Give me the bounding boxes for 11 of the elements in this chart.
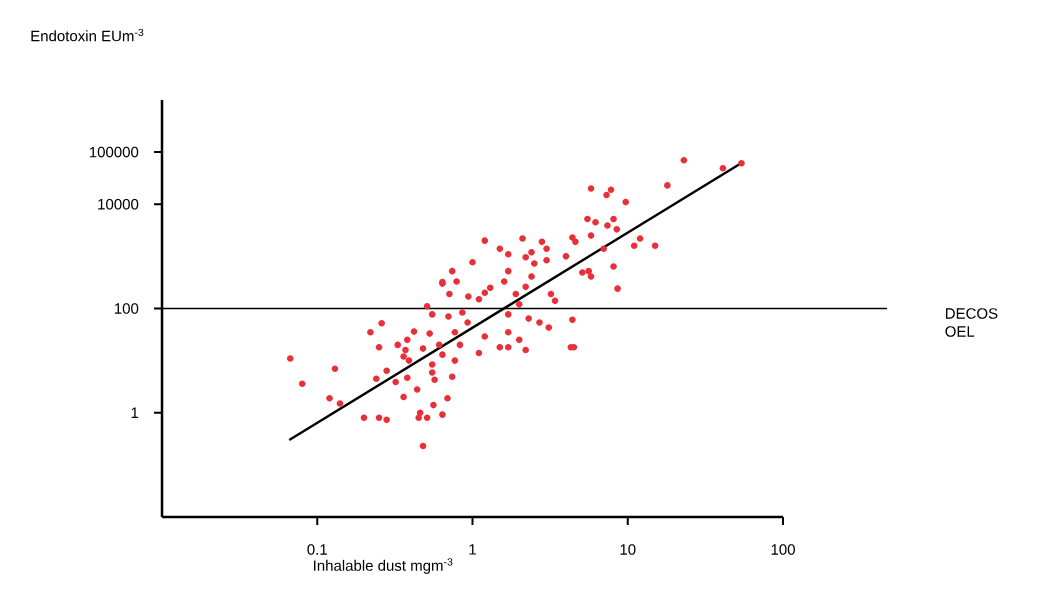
y-tick-label: 1 [131,407,139,418]
x-tick-label: 0.1 [307,544,327,555]
y-tick-label: 10000 [98,198,139,210]
x-tick-label: 100 [771,544,795,555]
ref-line-label: DECOS OEL [945,308,998,337]
x-tick-label: 1 [469,544,476,555]
y-axis-title: Endotoxin EUm$^{-3}$ [31,28,144,42]
x-tick-label: 10 [620,544,636,555]
x-axis-title: Inhalable dust mgm$^{-3}$ [314,558,453,574]
y-tick-label: 100000 [89,146,139,158]
y-tick-label: 100 [114,303,139,314]
